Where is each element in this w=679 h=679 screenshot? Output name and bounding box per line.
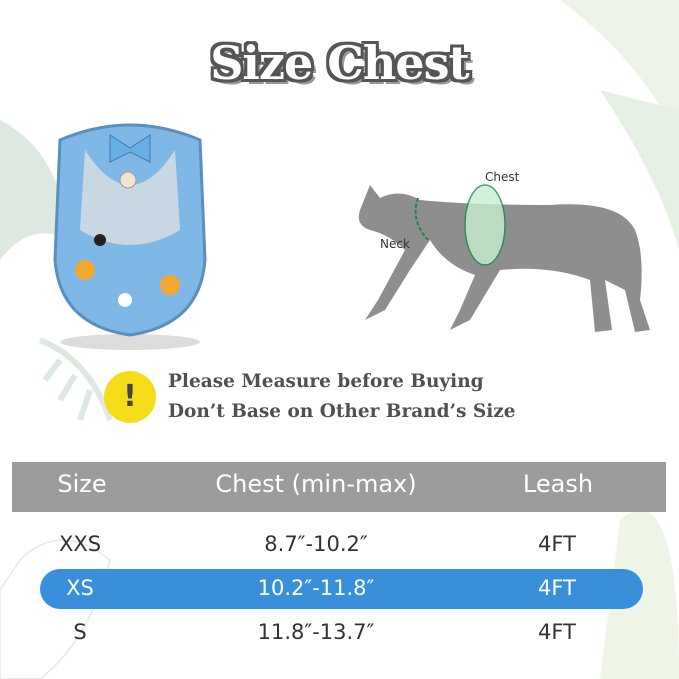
highlighted-row <box>40 569 643 609</box>
warning-line-1: Please Measure before Buying <box>168 371 484 392</box>
page-title: Size Chest <box>210 36 470 90</box>
cat-measurement-diagram <box>358 184 650 332</box>
cell-leash: 4FT <box>538 532 576 556</box>
header-size: Size <box>57 470 107 498</box>
cell-size: XS <box>66 576 94 600</box>
cell-leash: 4FT <box>538 620 576 644</box>
header-chest: Chest (min-max) <box>215 470 417 498</box>
cell-chest: 11.8″-13.7″ <box>257 620 375 644</box>
chest-label: Chest <box>485 170 520 184</box>
neck-label: Neck <box>380 237 410 251</box>
table-header <box>12 462 666 512</box>
cell-chest: 10.2″-11.8″ <box>257 576 375 600</box>
cell-size: XXS <box>58 532 102 556</box>
harness-image <box>53 123 207 350</box>
cell-size: S <box>73 620 87 644</box>
cell-leash: 4FT <box>538 576 576 600</box>
cell-chest: 8.7″-10.2″ <box>264 532 368 556</box>
header-leash: Leash <box>522 470 594 498</box>
warning-line-2: Don’t Base on Other Brand’s Size <box>168 401 516 422</box>
exclamation-icon: ! <box>104 371 156 423</box>
